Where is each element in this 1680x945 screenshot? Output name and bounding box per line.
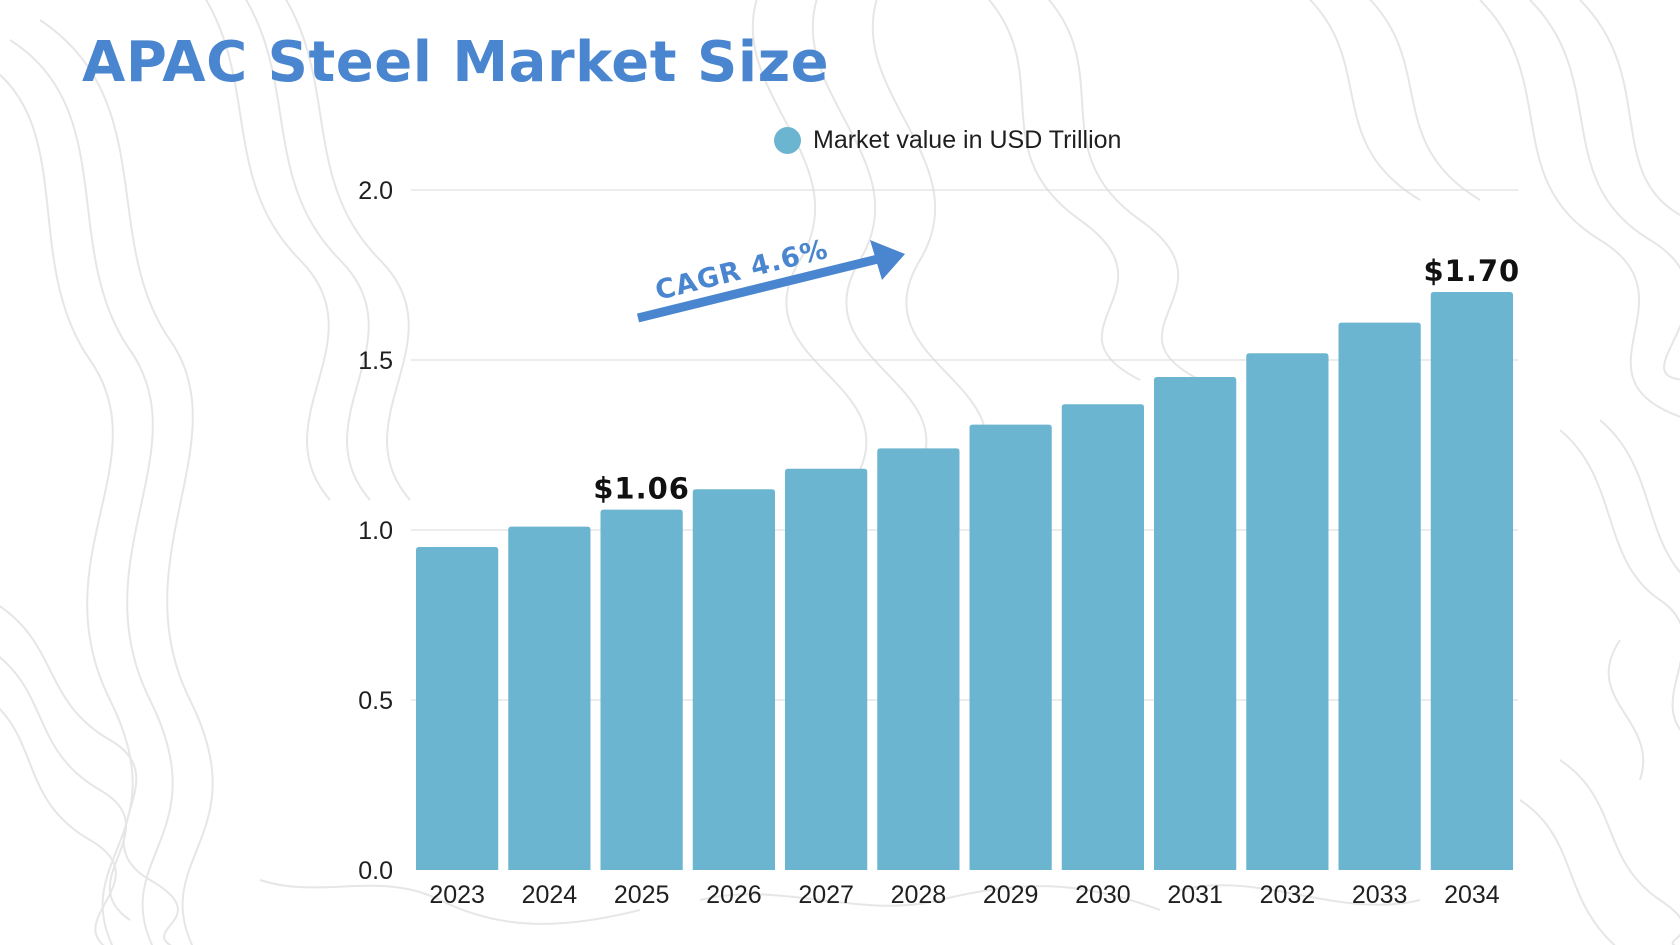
y-tick-label: 2.0 — [358, 177, 393, 205]
bar-2031 — [1154, 377, 1237, 870]
x-tick-label: 2027 — [798, 881, 854, 909]
x-tick-label: 2032 — [1260, 881, 1316, 909]
bar-2032 — [1246, 353, 1329, 870]
y-tick-label: 0.0 — [358, 857, 393, 885]
x-tick-label: 2034 — [1444, 881, 1500, 909]
data-label-2034: $1.70 — [1424, 254, 1521, 288]
y-tick-label: 1.0 — [358, 517, 393, 545]
bar-2025 — [600, 509, 683, 870]
x-tick-label: 2030 — [1075, 881, 1131, 909]
x-tick-label: 2028 — [891, 881, 947, 909]
x-axis-tick-labels: 2023 2024 2025 2026 2027 2028 2029 2030 2031 2032… — [429, 881, 1499, 909]
bar-2030 — [1061, 404, 1144, 870]
bar-2023 — [416, 547, 499, 870]
bar-2027 — [785, 468, 868, 870]
bars — [416, 292, 1513, 871]
x-tick-label: 2031 — [1167, 881, 1223, 909]
x-tick-label: 2029 — [983, 881, 1039, 909]
legend-label: Market value in USD Trillion — [813, 125, 1122, 154]
x-tick-label: 2033 — [1352, 881, 1408, 909]
y-axis-tick-labels: 0.0 0.5 1.0 1.5 2.0 — [358, 177, 393, 885]
bar-2028 — [877, 448, 960, 870]
cagr-arrow — [636, 253, 884, 323]
data-label-2025: $1.06 — [593, 472, 690, 506]
cagr-arrow-head — [870, 240, 905, 280]
bar-2034 — [1430, 292, 1513, 870]
y-tick-label: 0.5 — [358, 687, 393, 715]
legend-swatch — [774, 126, 801, 154]
bar-2033 — [1338, 322, 1421, 871]
cagr-annotation: CAGR 4.6% — [636, 234, 905, 323]
x-tick-label: 2025 — [614, 881, 670, 909]
chart-legend: Market value in USD Trillion — [774, 122, 1121, 158]
grid-lines — [411, 189, 1518, 701]
bar-2026 — [692, 489, 775, 870]
bar-2029 — [969, 424, 1052, 870]
y-tick-label: 1.5 — [358, 347, 393, 375]
x-tick-label: 2026 — [706, 881, 762, 909]
x-tick-label: 2023 — [429, 881, 485, 909]
bar-2024 — [508, 526, 591, 870]
x-tick-label: 2024 — [522, 881, 578, 909]
page-title: APAC Steel Market Size — [82, 30, 830, 95]
data-labels: $1.06 $1.70 — [593, 254, 1521, 506]
